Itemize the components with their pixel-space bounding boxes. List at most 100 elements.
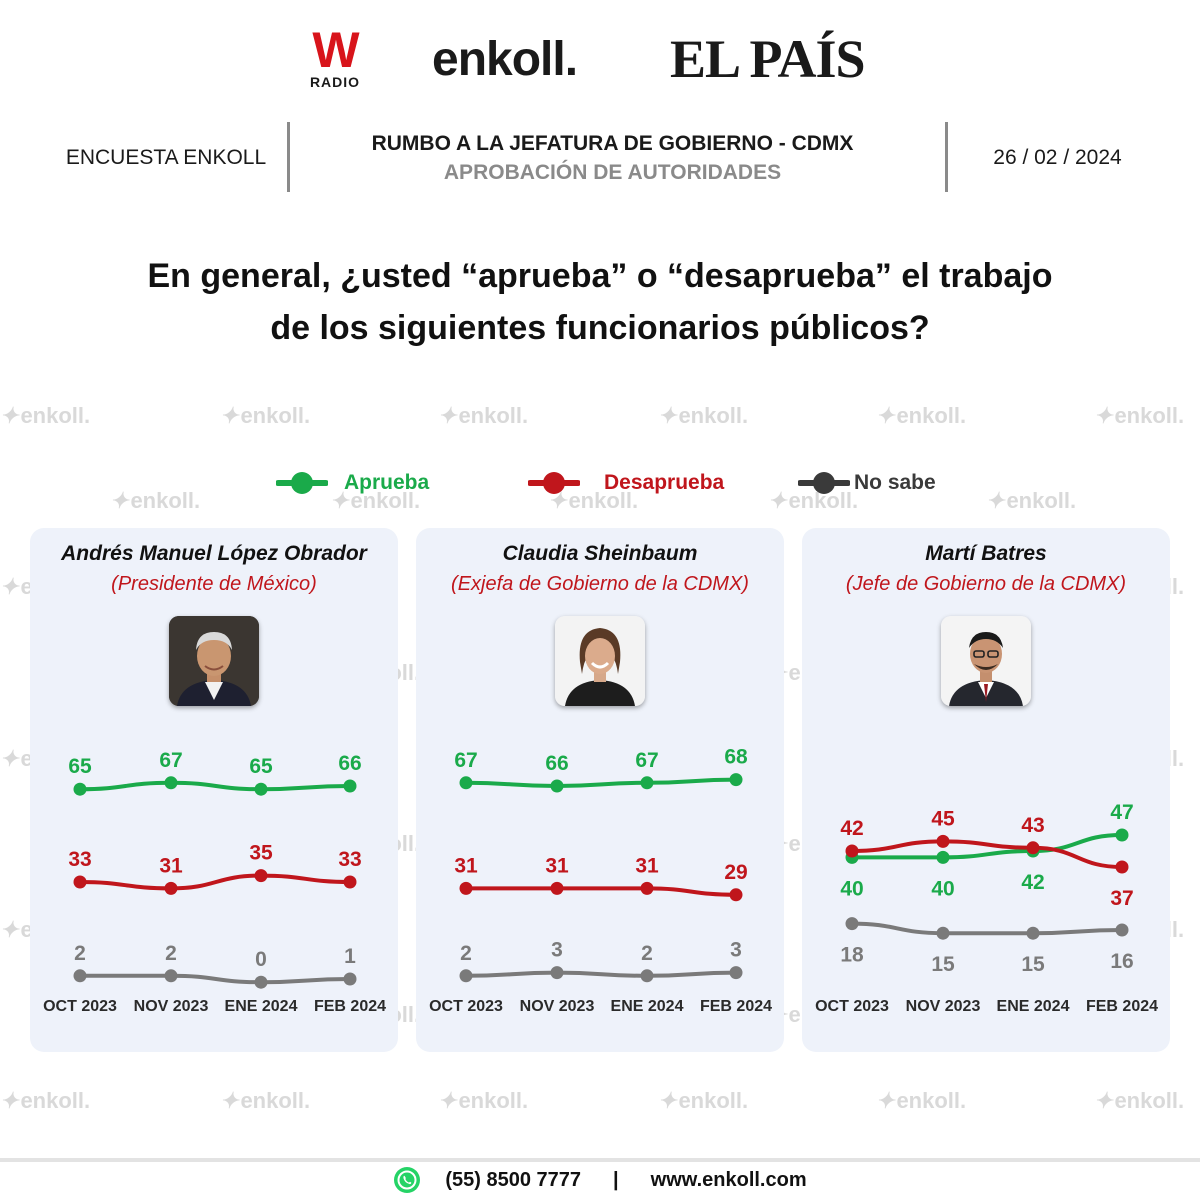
watermark-leaf-icon: ✦ [220,403,239,428]
watermark-tile: ✦enkoll. [876,1088,966,1114]
data-point-aprueba [729,773,743,787]
legend-label-desaprueba: Desaprueba [604,471,725,494]
data-point-aprueba [73,782,87,796]
man-portrait-icon [941,616,1031,706]
man-portrait-icon [169,616,259,706]
data-point-no-sabe [164,969,178,983]
series-line-desaprueba [850,839,1124,869]
data-label-aprueba: 65 [249,755,273,778]
watermark-tile: ✦enkoll. [220,403,310,429]
data-label-aprueba: 67 [159,749,182,772]
series-line-no-sabe [850,921,1124,936]
watermark-leaf-icon: ✦ [0,403,19,428]
watermark-tile: ✦enkoll. [438,403,528,429]
watermark-text: enkoll. [896,403,967,428]
panel-role: (Presidente de México) [111,573,317,595]
panel-amlo: Andrés Manuel López Obrador (Presidente … [30,528,398,1052]
watermark-tile: ✦enkoll. [658,1088,748,1114]
data-point-aprueba [1115,828,1129,842]
data-point-no-sabe [343,972,357,986]
watermark-text: enkoll. [458,403,529,428]
watermark-tile: ✦enkoll. [0,1088,90,1114]
survey-question: En general, ¿usted “aprueba” o “desaprue… [60,250,1140,354]
x-tick-label: ENE 2024 [997,998,1070,1015]
data-label-no-sabe: 2 [641,942,653,965]
data-label-aprueba: 66 [338,752,361,775]
data-label-no-sabe: 15 [1021,953,1045,976]
data-label-aprueba: 42 [1021,871,1044,894]
watermark-text: enkoll. [678,1088,749,1113]
legend-label-no-sabe: No sabe [854,471,936,494]
x-tick-label: NOV 2023 [520,998,595,1015]
w-radio-logo: W RADIO [300,25,370,96]
watermark-text: enkoll. [458,1088,529,1113]
woman-portrait-icon [555,616,645,706]
header-divider-left [287,122,290,192]
footer-website-link[interactable]: www.enkoll.com [650,1168,807,1191]
chart-legend: Aprueba Desaprueba No sabe [0,466,1200,500]
data-label-no-sabe: 18 [840,944,864,967]
data-point-no-sabe [640,969,654,983]
data-label-aprueba: 67 [454,749,477,772]
data-label-no-sabe: 3 [730,939,742,962]
legend-item-aprueba: Aprueba [276,466,429,500]
x-tick-label: OCT 2023 [429,998,503,1015]
watermark-tile: ✦enkoll. [438,1088,528,1114]
data-point-aprueba [343,779,357,793]
footer: (55) 8500 7777 | www.enkoll.com [0,1164,1200,1196]
w-radio-logo-sub: RADIO [309,74,361,90]
watermark-leaf-icon: ✦ [1094,1088,1113,1113]
data-label-no-sabe: 2 [74,942,86,965]
watermark-leaf-icon: ✦ [0,1088,19,1113]
series-line-aprueba [850,833,1124,860]
watermark-tile: ✦enkoll. [0,403,90,429]
data-label-desaprueba: 35 [249,842,273,865]
data-point-desaprueba [164,881,178,895]
data-label-desaprueba: 31 [159,854,183,877]
data-point-no-sabe [550,966,564,980]
series-line-desaprueba [464,886,738,897]
watermark-text: enkoll. [678,403,749,428]
footer-phone[interactable]: (55) 8500 7777 [445,1168,582,1191]
legend-item-no-sabe: No sabe [798,466,936,500]
data-label-desaprueba: 42 [840,817,863,840]
data-point-desaprueba [343,875,357,889]
data-label-desaprueba: 43 [1021,814,1044,837]
data-label-desaprueba: 31 [545,854,569,877]
chart-plot-batres: 40 40 42 47 42 45 43 37 18 15 15 16 OCT 2023 NOV 2023… [815,801,1158,1015]
series-line-no-sabe [464,970,738,978]
chart-plot-amlo: 65 67 65 66 33 31 35 33 2 2 0 1 OCT 2023 NOV 2023 ENE … [43,749,386,1015]
data-point-no-sabe [936,926,950,940]
whatsapp-icon [394,1167,421,1193]
data-point-aprueba [254,782,268,796]
panel-role: (Exjefa de Gobierno de la CDMX) [451,573,749,595]
panel-name: Martí Batres [925,542,1047,565]
data-label-aprueba: 47 [1110,801,1133,824]
panel-role: (Jefe de Gobierno de la CDMX) [845,573,1127,595]
watermark-text: enkoll. [1114,1088,1185,1113]
x-tick-label: FEB 2024 [1086,998,1158,1015]
header-divider-right [945,122,948,192]
data-label-desaprueba: 29 [724,861,747,884]
data-point-desaprueba [845,844,859,858]
panel-name: Claudia Sheinbaum [502,542,698,565]
watermark-leaf-icon: ✦ [876,403,895,428]
watermark-leaf-icon: ✦ [658,1088,677,1113]
panel-batres: Martí Batres (Jefe de Gobierno de la CDM… [802,528,1170,1052]
data-point-aprueba [550,779,564,793]
data-label-aprueba: 66 [545,752,568,775]
watermark-text: enkoll. [240,403,311,428]
data-point-no-sabe [1026,926,1040,940]
data-point-desaprueba [729,888,743,902]
watermark-tile: ✦enkoll. [1094,403,1184,429]
data-point-no-sabe [73,969,87,983]
enkoll-logo: enkoll. [432,33,578,86]
data-point-desaprueba [73,875,87,889]
data-point-aprueba [936,850,950,864]
data-point-desaprueba [640,881,654,895]
data-point-no-sabe [459,969,473,983]
watermark-leaf-icon: ✦ [1094,403,1113,428]
data-point-desaprueba [936,834,950,848]
x-tick-label: FEB 2024 [314,998,386,1015]
legend-item-desaprueba: Desaprueba [528,466,724,500]
